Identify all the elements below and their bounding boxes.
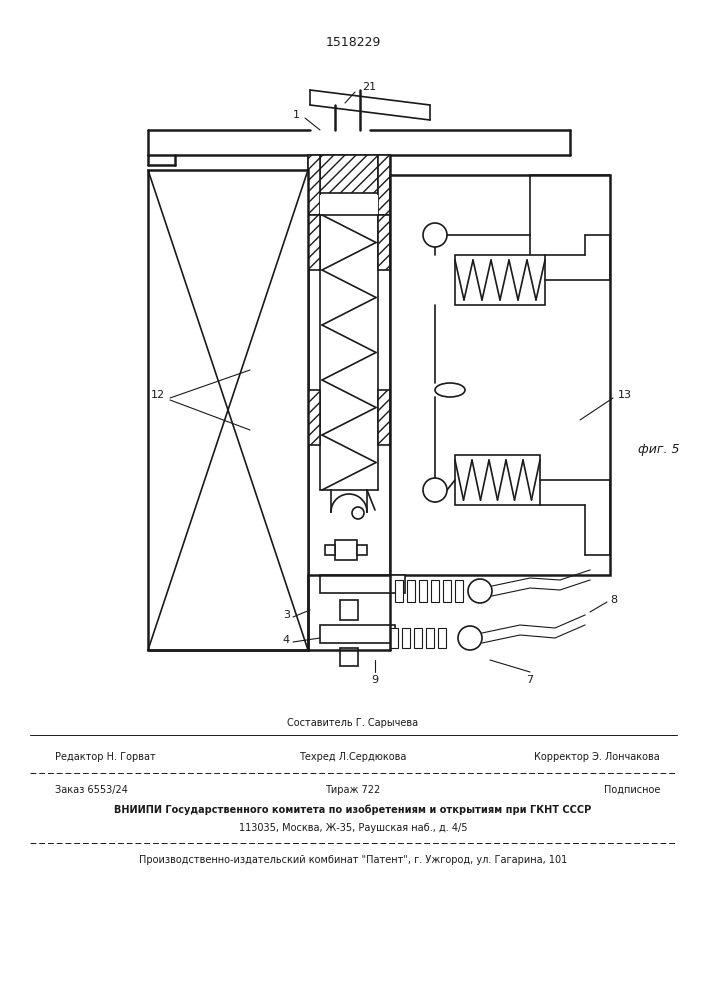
Text: 13: 13 (618, 390, 632, 400)
Bar (320, 625, 395, 643)
Text: Техред Л.Сердюкова: Техред Л.Сердюкова (299, 752, 407, 762)
Text: Корректор Э. Лончакова: Корректор Э. Лончакова (534, 752, 660, 762)
Circle shape (458, 626, 482, 650)
Bar (443, 580, 451, 602)
Circle shape (352, 507, 364, 519)
Text: Заказ 6553/24: Заказ 6553/24 (55, 785, 128, 795)
Bar (426, 628, 434, 648)
Text: 12: 12 (151, 390, 165, 400)
Text: 8: 8 (610, 595, 617, 605)
Text: 4: 4 (283, 635, 290, 645)
Bar (308, 390, 320, 445)
Bar (378, 390, 390, 445)
Bar (378, 155, 390, 215)
Bar (390, 175, 610, 575)
Text: 3: 3 (283, 610, 290, 620)
Bar (320, 575, 405, 593)
Text: 1518229: 1518229 (325, 35, 380, 48)
Bar (431, 580, 439, 602)
Bar (320, 195, 378, 215)
Bar (402, 628, 410, 648)
Text: 21: 21 (362, 82, 376, 92)
Bar (455, 255, 545, 305)
Bar (390, 628, 398, 648)
Text: Тираж 722: Тираж 722 (325, 785, 380, 795)
Bar (378, 215, 390, 270)
Circle shape (423, 223, 447, 247)
Bar (407, 580, 415, 602)
Text: 1: 1 (293, 110, 300, 120)
Bar (455, 580, 463, 602)
Text: Составитель Г. Сарычева: Составитель Г. Сарычева (288, 718, 419, 728)
Text: 7: 7 (527, 675, 534, 685)
Text: Редактор Н. Горват: Редактор Н. Горват (55, 752, 156, 762)
Bar (395, 580, 403, 602)
Bar (325, 545, 335, 555)
Bar (357, 545, 367, 555)
Bar (340, 600, 358, 620)
Text: Подписное: Подписное (604, 785, 660, 795)
Text: фиг. 5: фиг. 5 (638, 444, 679, 456)
Circle shape (423, 478, 447, 502)
Bar (148, 170, 308, 650)
Circle shape (468, 579, 492, 603)
Bar (308, 155, 320, 215)
Bar (414, 628, 422, 648)
Bar (438, 628, 446, 648)
Text: ВНИИПИ Государственного комитета по изобретениям и открытиям при ГКНТ СССР: ВНИИПИ Государственного комитета по изоб… (115, 805, 592, 815)
Bar (320, 155, 378, 193)
Bar (419, 580, 427, 602)
Bar (340, 648, 358, 666)
Text: 113035, Москва, Ж-35, Раушская наб., д. 4/5: 113035, Москва, Ж-35, Раушская наб., д. … (239, 823, 467, 833)
Bar (335, 540, 357, 560)
Text: 9: 9 (371, 675, 378, 685)
Ellipse shape (435, 383, 465, 397)
Bar (308, 215, 320, 270)
Text: Производственно-издательский комбинат "Патент", г. Ужгород, ул. Гагарина, 101: Производственно-издательский комбинат "П… (139, 855, 567, 865)
Bar (455, 455, 540, 505)
